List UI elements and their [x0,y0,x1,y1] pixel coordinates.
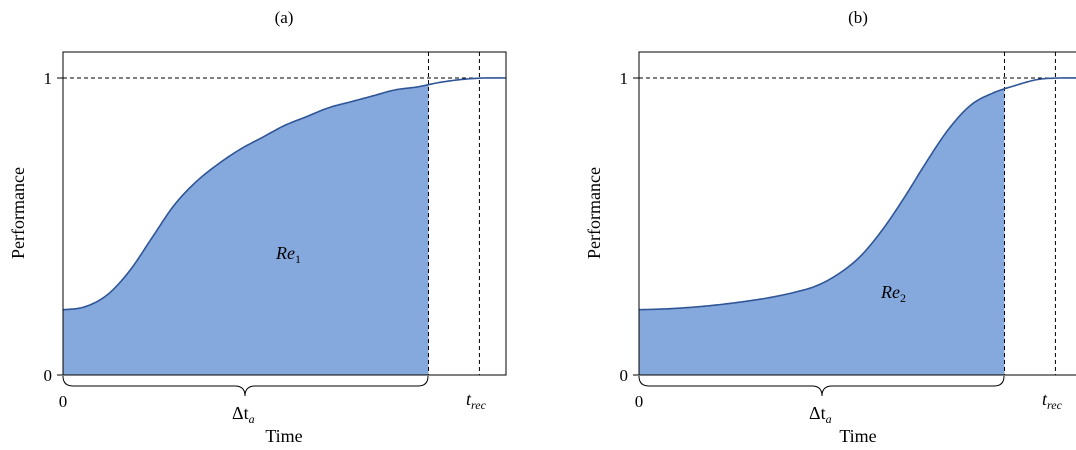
panel-b-ylabel: Performance [584,167,604,259]
panel-a-performance-curve [62,77,507,311]
panel-a-area-label: Re1 [275,243,301,266]
panel-b-axes-frame [638,51,1076,376]
panel-a-interval-label: Δta [232,403,255,426]
panel-a-marker-label: trec [466,389,487,412]
panel-a-shaded-area [63,84,429,376]
panel-b: (b) 1 0 0 Performance Time Δta trec Re2 [584,8,1076,446]
panel-b-shaded-area [639,88,1005,376]
panel-b-marker-label: trec [1042,389,1063,412]
panel-a-interval-brace [62,375,429,397]
panel-b-performance-curve [638,77,1076,311]
panel-b-interval-label: Δta [809,403,832,426]
panel-b-xtick-0: 0 [635,392,644,411]
panel-b-plot-area [638,52,1076,376]
panel-a-ytick-0: 0 [44,366,53,385]
panel-a-axes-frame [62,51,507,376]
panel-b-xlabel: Time [839,426,876,446]
panel-b-interval-brace [638,375,1005,397]
panel-b-ytick-0: 0 [620,366,629,385]
panel-a-ytick-1: 1 [44,69,53,88]
panel-a-title: (a) [275,8,294,27]
panel-b-area-label: Re2 [880,282,906,305]
panel-b-ytick-1: 1 [620,69,629,88]
panel-a: (a) 1 0 0 Performance Time Δta trec Re1 [8,8,507,446]
panel-a-ylabel: Performance [8,167,28,259]
panel-a-xtick-0: 0 [59,392,68,411]
panel-a-xlabel: Time [265,426,302,446]
panel-b-title: (b) [848,8,868,27]
panel-a-plot-area [62,52,507,376]
